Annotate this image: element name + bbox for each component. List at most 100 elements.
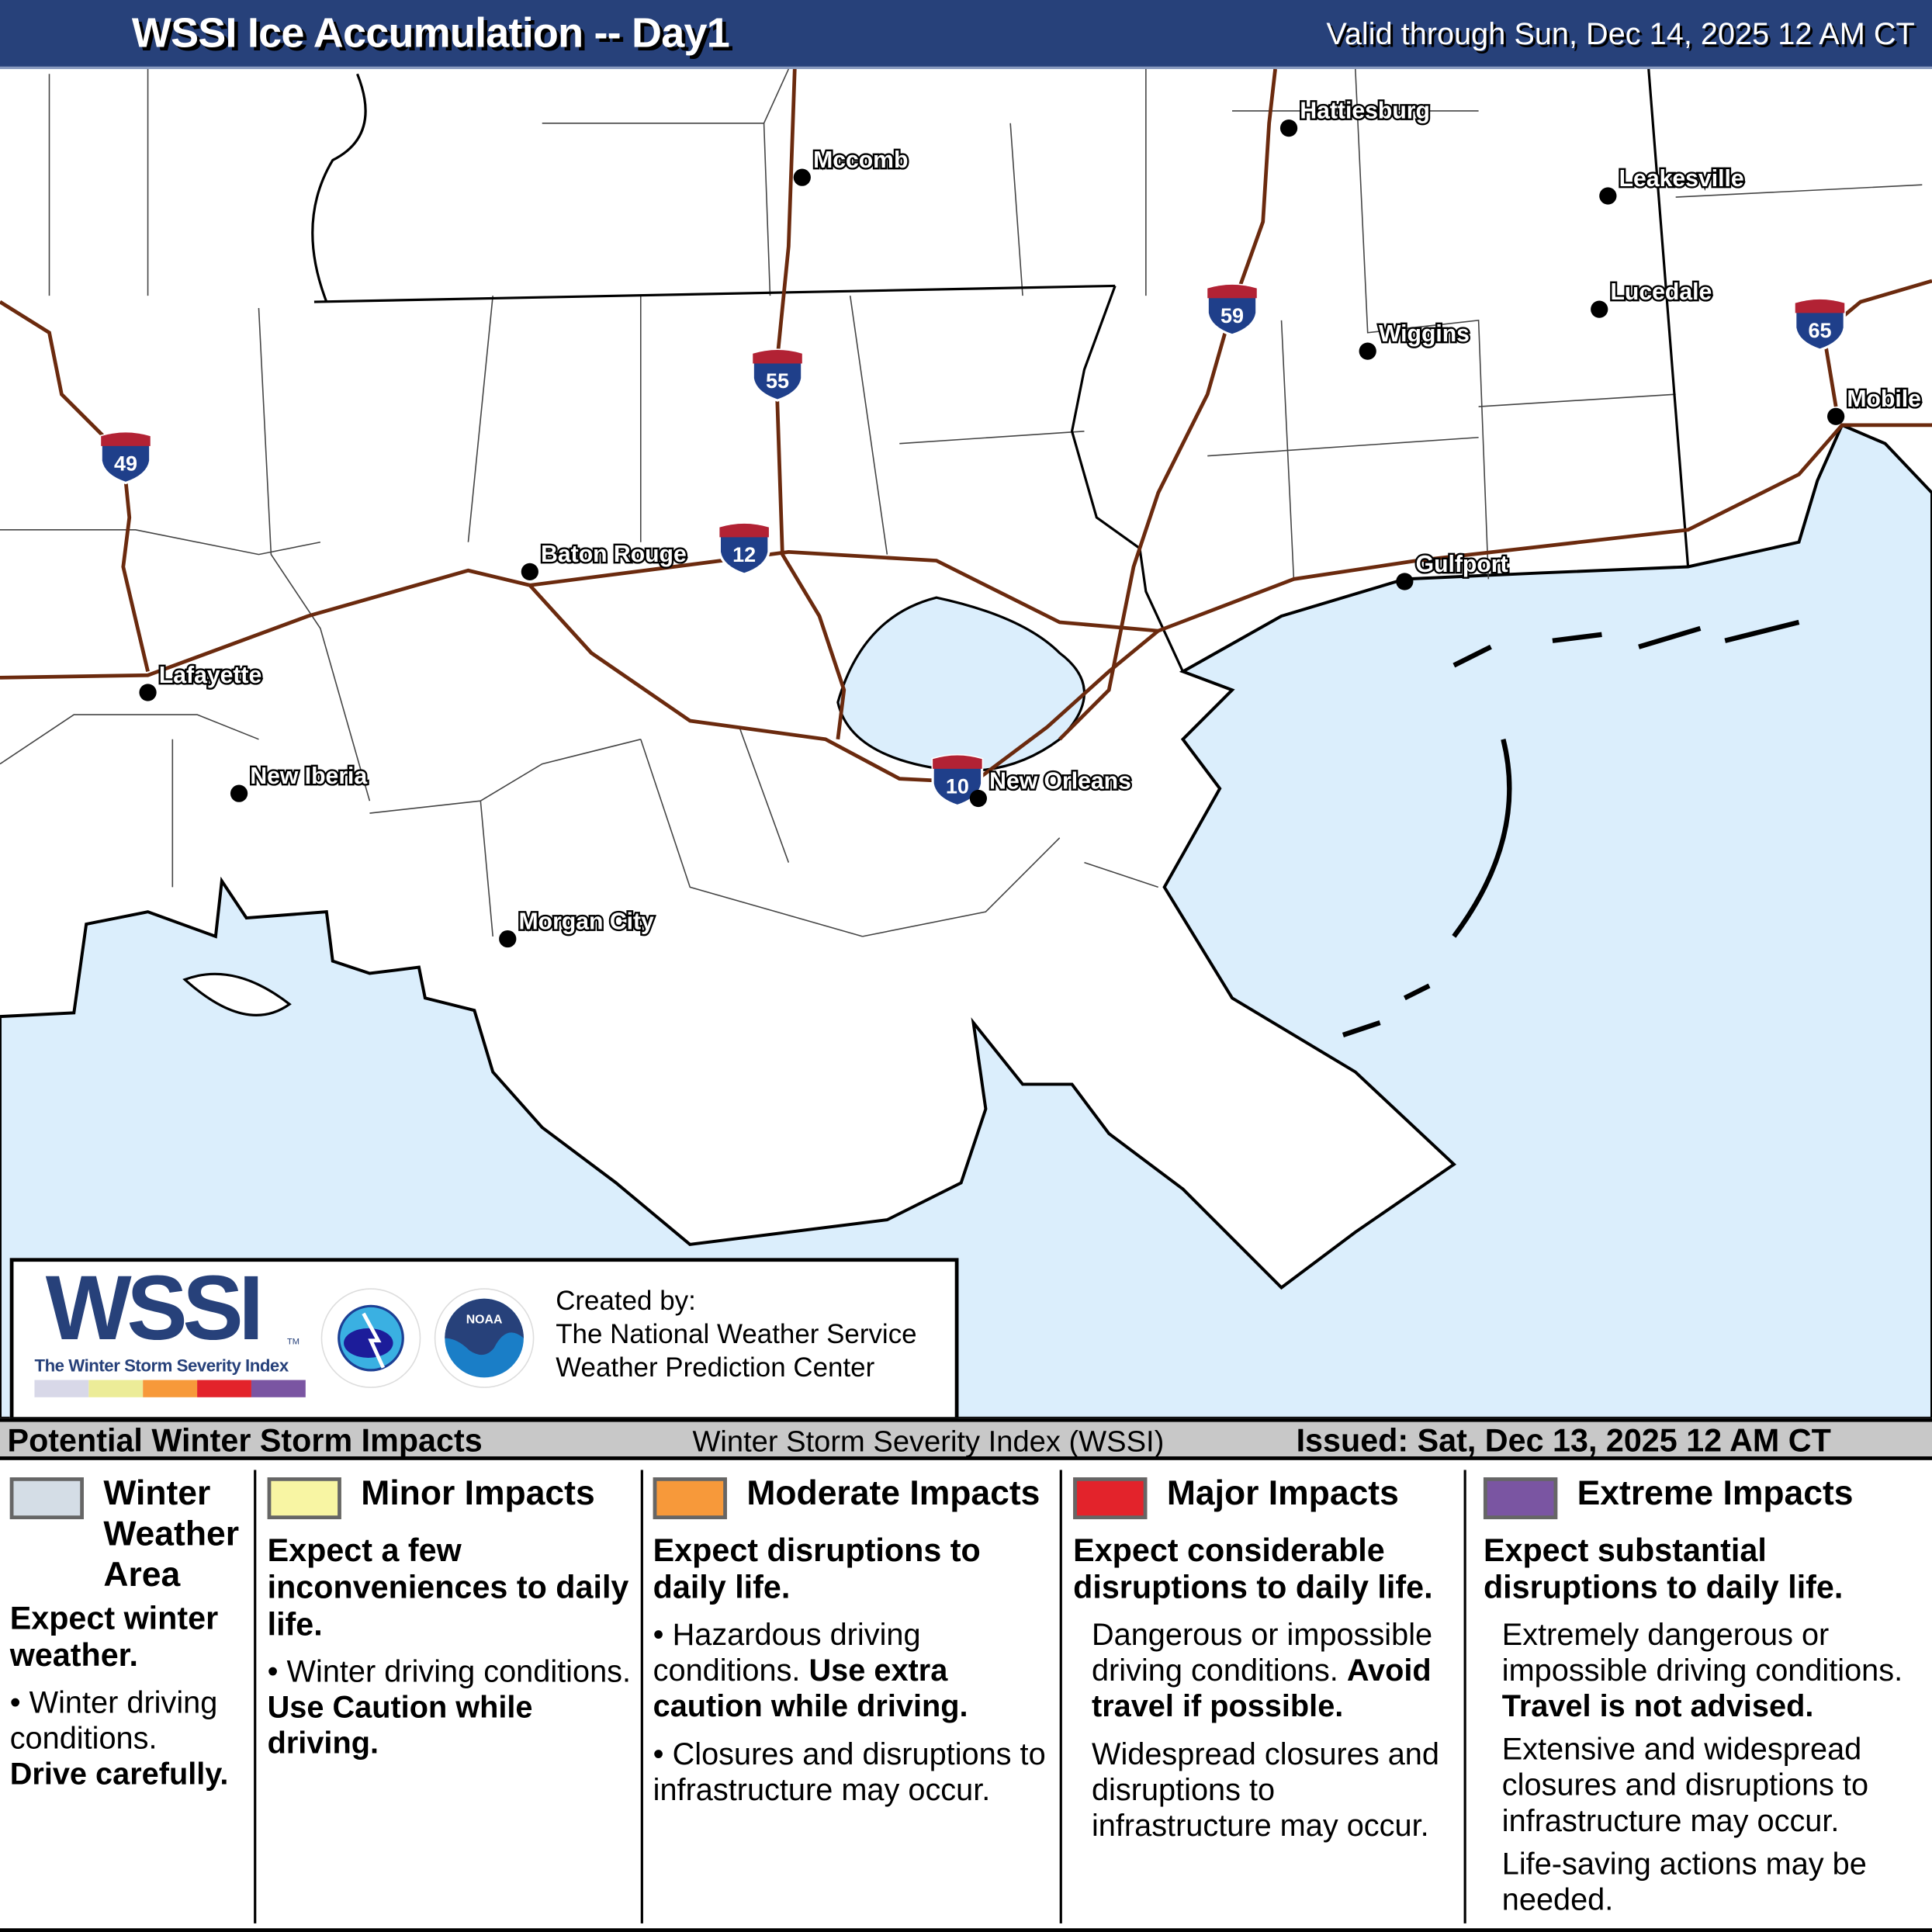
state-borders bbox=[311, 68, 1690, 673]
city-marker bbox=[1359, 342, 1376, 360]
city-label: Morgan City bbox=[519, 909, 654, 934]
city-marker bbox=[1591, 300, 1608, 318]
interstate-shield-icon: 55 bbox=[751, 348, 804, 402]
category-title: Minor Impacts bbox=[361, 1473, 595, 1512]
city-marker bbox=[793, 168, 811, 186]
wssi-subtitle: The Winter Storm Severity Index bbox=[34, 1355, 289, 1376]
swatch-minor bbox=[267, 1477, 341, 1520]
legend-moderate: Moderate Impacts Expect disruptions to d… bbox=[653, 1467, 1055, 1809]
swatch-moderate bbox=[653, 1477, 727, 1520]
created-by-label: Created by: bbox=[556, 1285, 696, 1316]
gulf-water bbox=[0, 423, 1932, 1418]
category-bullet: Closures and disruptions to infrastructu… bbox=[653, 1737, 1046, 1808]
swatch-major bbox=[1073, 1477, 1148, 1520]
credit-text: Created by: The National Weather Service… bbox=[556, 1284, 916, 1384]
category-bold: Drive carefully. bbox=[9, 1757, 229, 1792]
noaa-text: NOAA bbox=[466, 1314, 503, 1327]
category-bullet: Life-saving actions may be needed. bbox=[1501, 1847, 1867, 1917]
severity-color-bar bbox=[34, 1380, 306, 1397]
wssi-logo: WSSI bbox=[45, 1256, 264, 1359]
category-bullet: Extremely dangerous or impossible drivin… bbox=[1501, 1618, 1903, 1688]
header-bar: WSSI Ice Accumulation -- Day1 Valid thro… bbox=[0, 0, 1932, 69]
city-label: Leakesville bbox=[1619, 166, 1744, 192]
category-bullet: Widespread closures and disruptions to i… bbox=[1091, 1737, 1439, 1844]
logo-box: WSSI TM The Winter Storm Severity Index … bbox=[9, 1256, 959, 1421]
legend-index-name: Winter Storm Severity Index (WSSI) bbox=[692, 1425, 1165, 1459]
city-label: Mccomb bbox=[813, 147, 908, 173]
city-marker bbox=[230, 784, 248, 802]
category-title: Winter Weather Area bbox=[103, 1473, 240, 1594]
category-bold: Avoid travel if possible. bbox=[1091, 1653, 1432, 1724]
legend-title: Potential Winter Storm Impacts bbox=[7, 1421, 483, 1459]
interstate-shield-icon: 49 bbox=[99, 431, 152, 485]
city-marker bbox=[1279, 119, 1298, 137]
legend-major: Major Impacts Expect considerable disrup… bbox=[1073, 1467, 1460, 1844]
category-title: Extreme Impacts bbox=[1577, 1473, 1854, 1512]
category-summary: Expect winter weather. bbox=[9, 1599, 219, 1674]
category-bullet: Extensive and widespread closures and di… bbox=[1501, 1732, 1869, 1839]
city-label: Lafayette bbox=[159, 663, 261, 688]
map-title: WSSI Ice Accumulation -- Day1 bbox=[131, 9, 730, 57]
category-bullet: Winter driving conditions. bbox=[286, 1654, 632, 1690]
category-summary: Expect disruptions to daily life. bbox=[653, 1531, 981, 1606]
city-marker bbox=[499, 930, 517, 948]
city-marker bbox=[1827, 407, 1845, 425]
category-bold: Travel is not advised. bbox=[1501, 1689, 1814, 1724]
bar-swatch-3 bbox=[143, 1380, 198, 1397]
legend-columns: Winter Weather Area Expect winter weathe… bbox=[0, 1460, 1932, 1932]
city-marker bbox=[969, 789, 987, 808]
city-marker bbox=[1396, 573, 1414, 590]
city-label: Lucedale bbox=[1611, 279, 1712, 305]
city-label: Mobile bbox=[1847, 386, 1921, 412]
bar-swatch-2 bbox=[88, 1380, 144, 1397]
org-nws: The National Weather Service bbox=[556, 1318, 917, 1349]
interstate-number: 10 bbox=[946, 775, 969, 798]
city-marker bbox=[139, 684, 157, 701]
city-label: Hattiesburg bbox=[1300, 98, 1430, 123]
i12-route bbox=[529, 550, 1158, 633]
interstate-number: 55 bbox=[766, 369, 789, 393]
i59-route bbox=[1058, 68, 1277, 741]
legend-header: Potential Winter Storm Impacts Winter St… bbox=[0, 1418, 1932, 1460]
category-title: Moderate Impacts bbox=[746, 1473, 1040, 1512]
category-summary: Expect considerable disruptions to daily… bbox=[1073, 1531, 1433, 1606]
trademark: TM bbox=[287, 1338, 300, 1347]
map-area: 49 55 12 59 65 10 Hattiesburg Mccomb Leakesvill… bbox=[0, 68, 1932, 1418]
interstate-shield-icon: 59 bbox=[1206, 283, 1259, 337]
category-bold: Use extra caution while driving. bbox=[653, 1653, 968, 1724]
swatch-extreme bbox=[1483, 1477, 1558, 1520]
interstate-number: 12 bbox=[732, 543, 756, 566]
city-label: New Iberia bbox=[250, 763, 367, 789]
barrier-islands bbox=[1342, 619, 1800, 1037]
bar-swatch-4 bbox=[197, 1380, 251, 1397]
city-label: Gulfport bbox=[1416, 552, 1508, 577]
city-marker bbox=[521, 563, 538, 580]
legend-winter-weather-area: Winter Weather Area Expect winter weathe… bbox=[9, 1467, 251, 1792]
category-bullet: Winter driving conditions. bbox=[9, 1685, 218, 1756]
legend-extreme: Extreme Impacts Expect substantial disru… bbox=[1483, 1467, 1927, 1918]
bar-swatch-1 bbox=[34, 1380, 89, 1397]
issued-time: Issued: Sat, Dec 13, 2025 12 AM CT bbox=[1296, 1421, 1831, 1459]
city-label: New Orleans bbox=[989, 768, 1131, 794]
interstate-number: 65 bbox=[1808, 319, 1831, 342]
lake-pontchartrain bbox=[836, 596, 1085, 773]
org-wpc: Weather Prediction Center bbox=[556, 1352, 875, 1383]
swatch-winter bbox=[9, 1477, 84, 1520]
city-marker bbox=[1599, 187, 1617, 205]
interstate-number: 49 bbox=[114, 452, 137, 476]
city-label: Baton Rouge bbox=[541, 542, 687, 567]
category-title: Major Impacts bbox=[1166, 1473, 1399, 1512]
noaa-logo-icon: NOAA bbox=[434, 1288, 535, 1388]
category-bold: Use Caution while driving. bbox=[267, 1690, 533, 1761]
category-summary: Expect substantial disruptions to daily … bbox=[1483, 1531, 1844, 1606]
legend-minor: Minor Impacts Expect a few inconvenience… bbox=[267, 1467, 637, 1762]
nws-logo-icon bbox=[320, 1288, 421, 1388]
interstate-number: 59 bbox=[1220, 304, 1244, 327]
bar-swatch-5 bbox=[251, 1380, 306, 1397]
interstate-shield-icon: 65 bbox=[1794, 298, 1846, 351]
category-bullet: Hazardous driving conditions. bbox=[653, 1618, 921, 1688]
west-bay-island bbox=[182, 972, 292, 1016]
i55-route bbox=[774, 68, 847, 740]
category-summary: Expect a few inconveniences to daily lif… bbox=[267, 1531, 629, 1643]
